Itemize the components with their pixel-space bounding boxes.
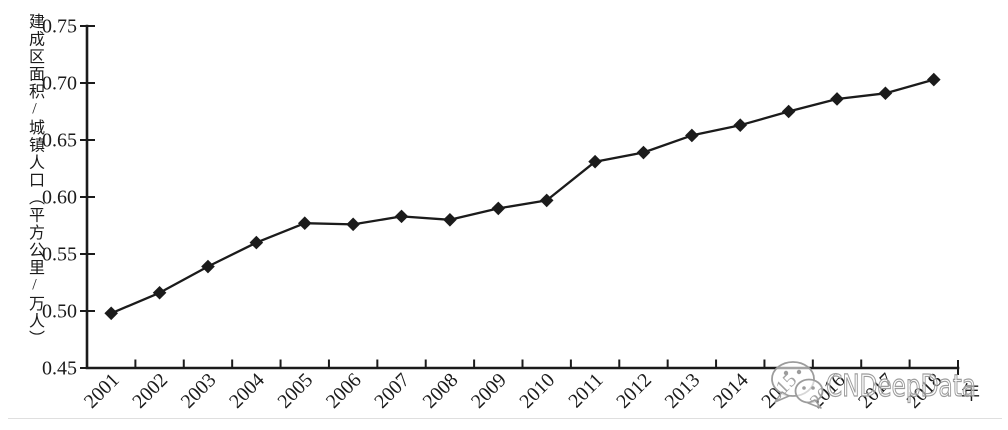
axis-lines (85, 24, 960, 370)
y-tick-label: 0.50 (42, 301, 77, 323)
x-tick-label: 2006 (322, 369, 366, 413)
wechat-logo-eye (796, 369, 802, 375)
x-tick-label: 2001 (80, 369, 124, 413)
data-point-2011 (588, 154, 602, 169)
data-point-2003 (201, 259, 215, 274)
y-axis-title: 建成区面积/城镇人口（平方公里/万人） (26, 13, 43, 348)
x-tick-label: 2011 (564, 369, 607, 412)
x-tick-label: 2004 (225, 369, 269, 413)
x-tick-label: 2012 (612, 369, 656, 413)
x-tick-label: 2014 (709, 369, 753, 413)
y-tick-label: 0.55 (42, 244, 77, 266)
x-tick-label: 2010 (515, 369, 559, 413)
data-point-2015 (781, 104, 796, 119)
wechat-logo-eye (783, 370, 789, 376)
wechat-logo-tail (807, 399, 822, 409)
data-point-2006 (346, 217, 360, 232)
x-tick-label: 2002 (128, 369, 172, 413)
data-point-2018 (927, 72, 941, 87)
data-point-2008 (443, 213, 457, 227)
x-tick-label: 2008 (419, 369, 463, 413)
data-point-2017 (878, 86, 893, 101)
data-point-2016 (830, 92, 844, 106)
x-tick-label: 2009 (467, 369, 511, 413)
data-point-2012 (636, 145, 651, 160)
data-point-2009 (491, 201, 506, 216)
y-tick-label: 0.45 (42, 358, 77, 380)
data-point-2005 (297, 216, 312, 231)
data-point-2007 (394, 209, 409, 224)
x-tick-label: 2007 (370, 369, 414, 413)
data-point-2014 (733, 118, 748, 132)
data-point-2013 (685, 128, 699, 143)
x-axis-unit-label: 年 (961, 382, 980, 404)
data-point-2002 (152, 285, 167, 300)
page-edge-line (8, 418, 1002, 419)
watermark: CNDeepData (771, 361, 977, 409)
wechat-logo-eye (802, 386, 806, 390)
x-tick-label: 2013 (661, 369, 705, 413)
y-tick-label: 0.70 (42, 73, 77, 95)
y-tick-label: 0.60 (42, 187, 77, 209)
y-tick-label: 0.65 (42, 130, 77, 152)
watermark-text: CNDeepData (826, 369, 976, 404)
y-tick-label: 0.75 (42, 16, 77, 38)
data-line (110, 78, 935, 315)
x-tick-label: 2003 (177, 369, 221, 413)
wechat-logo-tail (774, 391, 790, 403)
x-tick-label: 2005 (273, 369, 317, 413)
wechat-logo-eye (811, 386, 815, 390)
data-point-2010 (539, 193, 554, 208)
data-point-2004 (249, 235, 264, 250)
wechat-logo-icon-small (794, 378, 824, 404)
data-point-2001 (104, 306, 118, 321)
